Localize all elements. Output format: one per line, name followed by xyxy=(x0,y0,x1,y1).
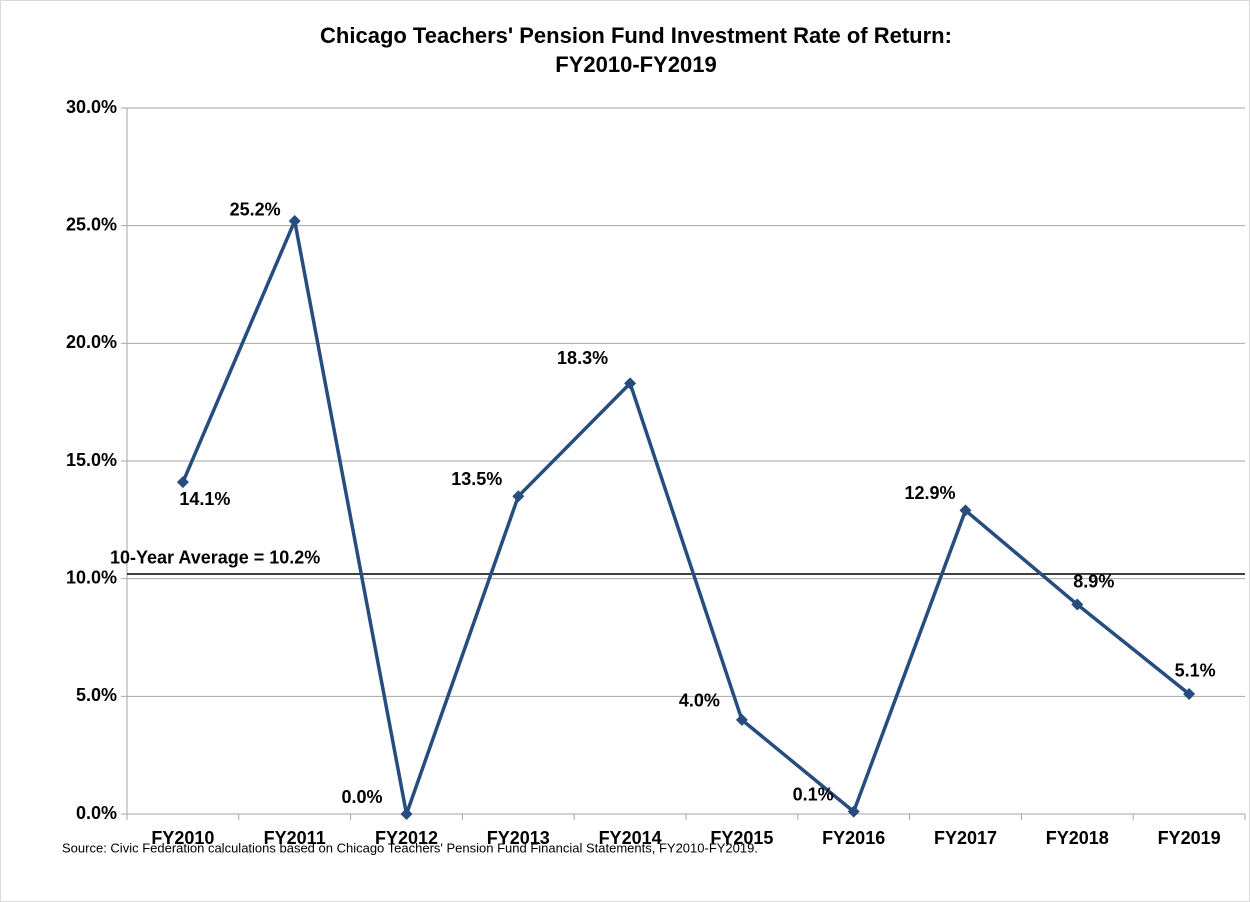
data-label: 13.5% xyxy=(451,469,502,489)
x-tick-label: FY2010 xyxy=(151,828,214,848)
x-tick-label: FY2015 xyxy=(710,828,773,848)
y-tick-label: 0.0% xyxy=(76,803,117,823)
chart-title: Chicago Teachers' Pension Fund Investmen… xyxy=(320,23,952,48)
chart-subtitle: FY2010-FY2019 xyxy=(555,52,716,77)
data-point xyxy=(1071,598,1084,611)
data-label: 12.9% xyxy=(904,483,955,503)
data-line xyxy=(181,219,1191,816)
x-tick-label: FY2013 xyxy=(487,828,550,848)
data-point xyxy=(959,504,972,517)
x-tick-label: FY2012 xyxy=(375,828,438,848)
data-point xyxy=(1183,687,1196,700)
data-label: 18.3% xyxy=(557,348,608,368)
y-tick-label: 5.0% xyxy=(76,685,117,705)
y-tick-label: 20.0% xyxy=(66,332,117,352)
data-point xyxy=(735,713,748,726)
x-tick-label: FY2016 xyxy=(822,828,885,848)
data-point xyxy=(512,490,525,503)
data-label: 25.2% xyxy=(230,200,281,220)
data-label: 5.1% xyxy=(1175,661,1216,681)
data-label: 0.0% xyxy=(341,787,382,807)
x-tick-label: FY2019 xyxy=(1158,828,1221,848)
data-point xyxy=(624,377,637,390)
data-label: 14.1% xyxy=(179,489,230,509)
x-tick-label: FY2011 xyxy=(264,828,326,848)
y-tick-label: 15.0% xyxy=(66,450,117,470)
x-tick-label: FY2017 xyxy=(934,828,997,848)
data-point xyxy=(400,808,413,820)
x-tick-label: FY2018 xyxy=(1046,828,1109,848)
y-tick-label: 30.0% xyxy=(66,97,117,117)
reference-label: 10-Year Average = 10.2% xyxy=(110,548,320,568)
data-point xyxy=(288,214,301,227)
source-note: Source: Civic Federation calculations ba… xyxy=(62,840,758,855)
data-point xyxy=(176,476,189,489)
y-tick-label: 10.0% xyxy=(66,567,117,587)
data-label: 4.0% xyxy=(679,691,720,711)
data-label: 0.1% xyxy=(793,784,834,804)
x-tick-label: FY2014 xyxy=(599,828,662,848)
data-label: 8.9% xyxy=(1073,571,1114,591)
y-tick-label: 25.0% xyxy=(66,214,117,234)
data-point xyxy=(847,805,860,818)
